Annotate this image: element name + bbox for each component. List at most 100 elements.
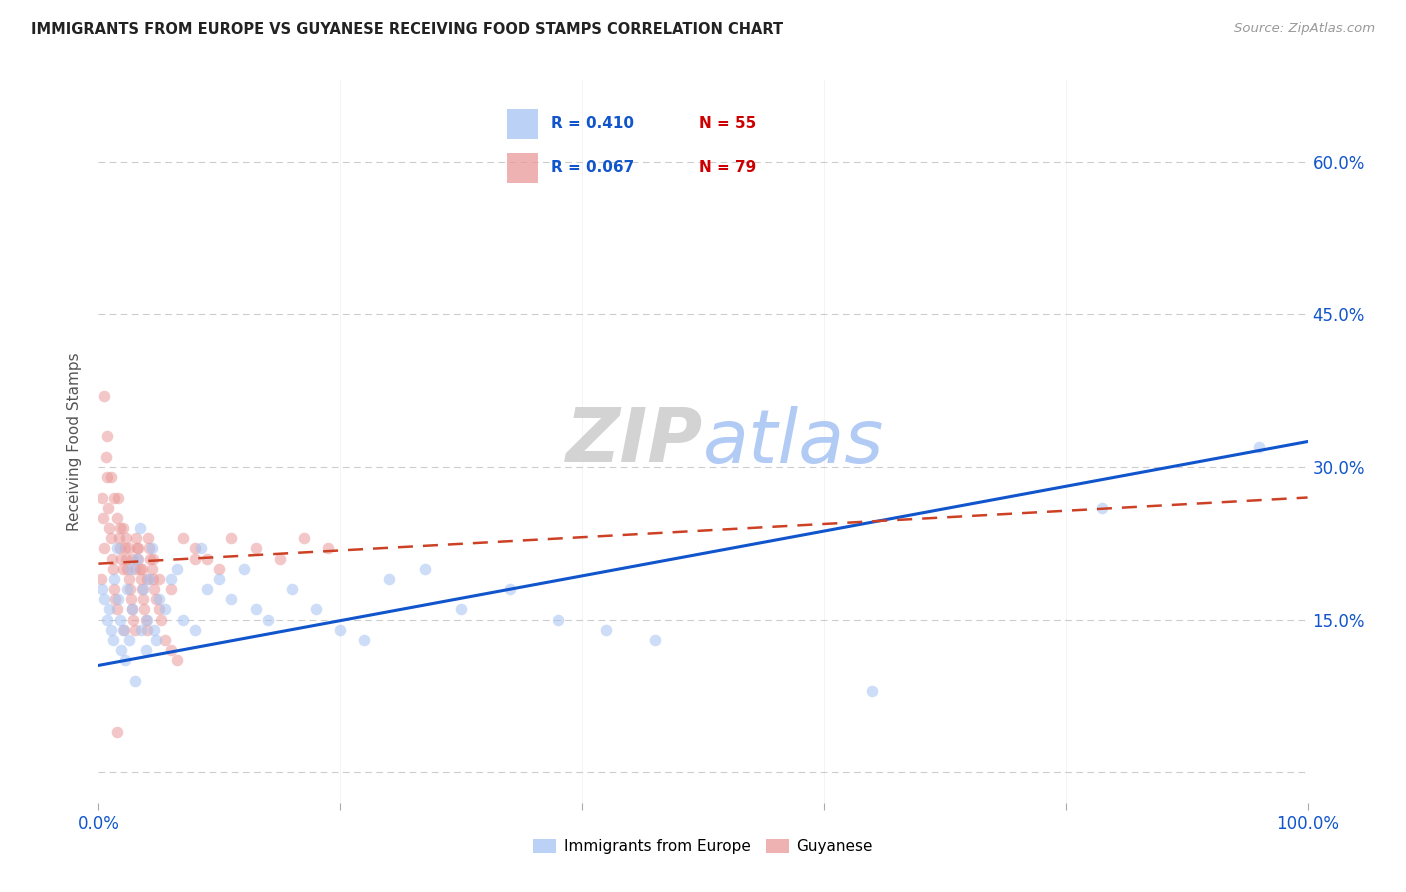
Point: [98, 602, 121, 616]
Point: [860, 684, 883, 698]
Point: [142, 551, 165, 566]
Text: Source: ZipAtlas.com: Source: ZipAtlas.com: [1234, 22, 1375, 36]
Point: [138, 541, 160, 556]
Point: [190, 541, 212, 556]
Point: [104, 592, 127, 607]
Point: [105, 602, 128, 616]
Point: [120, 592, 142, 607]
Point: [93, 541, 115, 556]
Point: [136, 531, 159, 545]
Point: [145, 592, 167, 607]
Point: [195, 582, 218, 596]
Y-axis label: Receiving Food Stamps: Receiving Food Stamps: [67, 352, 83, 531]
Point: [184, 623, 207, 637]
Point: [139, 551, 162, 566]
Point: [124, 673, 146, 688]
Point: [110, 551, 132, 566]
Point: [111, 521, 134, 535]
Point: [107, 491, 129, 505]
Point: [115, 531, 138, 545]
Point: [118, 541, 141, 556]
Point: [135, 623, 157, 637]
Point: [281, 582, 304, 596]
Point: [100, 531, 122, 545]
Point: [110, 643, 132, 657]
Point: [94, 450, 117, 464]
Point: [148, 602, 170, 616]
Point: [221, 592, 243, 607]
Point: [115, 551, 138, 566]
Point: [127, 541, 149, 556]
Point: [129, 623, 152, 637]
Point: [114, 653, 136, 667]
Point: [160, 582, 183, 596]
Point: [150, 613, 173, 627]
Point: [93, 389, 115, 403]
Point: [108, 521, 131, 535]
Point: [114, 541, 136, 556]
Point: [117, 562, 139, 576]
Point: [91, 491, 114, 505]
Point: [450, 602, 472, 616]
Point: [172, 531, 194, 545]
Point: [124, 562, 146, 576]
Point: [101, 562, 124, 576]
Point: [142, 572, 165, 586]
Point: [93, 592, 115, 607]
Point: [97, 500, 120, 515]
Point: [100, 623, 122, 637]
Point: [125, 531, 148, 545]
Point: [96, 429, 118, 443]
Point: [111, 562, 134, 576]
Point: [184, 541, 207, 556]
Point: [103, 572, 125, 586]
Legend: Immigrants from Europe, Guyanese: Immigrants from Europe, Guyanese: [527, 833, 879, 860]
Point: [166, 562, 188, 576]
Point: [124, 623, 146, 637]
Point: [353, 632, 375, 647]
Point: [112, 623, 135, 637]
Point: [105, 541, 128, 556]
Point: [96, 613, 118, 627]
Point: [127, 541, 149, 556]
Point: [153, 632, 176, 647]
Point: [221, 531, 243, 545]
Point: [105, 511, 128, 525]
Point: [245, 602, 267, 616]
Point: [1091, 500, 1114, 515]
Point: [108, 613, 131, 627]
Point: [121, 602, 143, 616]
Point: [141, 541, 163, 556]
Point: [111, 623, 134, 637]
Point: [595, 623, 617, 637]
Point: [160, 643, 183, 657]
Point: [256, 613, 278, 627]
Point: [329, 623, 352, 637]
Point: [184, 551, 207, 566]
Point: [143, 582, 166, 596]
Point: [141, 562, 163, 576]
Point: [305, 602, 328, 616]
Point: [91, 582, 114, 596]
Point: [134, 602, 156, 616]
Point: [1249, 440, 1271, 454]
Point: [292, 531, 315, 545]
Text: atlas: atlas: [703, 406, 884, 477]
Point: [413, 562, 436, 576]
Point: [105, 724, 128, 739]
Point: [172, 613, 194, 627]
Point: [118, 632, 141, 647]
Point: [98, 521, 121, 535]
Point: [160, 572, 183, 586]
Point: [108, 531, 131, 545]
Point: [118, 572, 141, 586]
Point: [120, 562, 142, 576]
Point: [145, 632, 167, 647]
Point: [128, 562, 150, 576]
Point: [644, 632, 666, 647]
Point: [208, 562, 231, 576]
Point: [131, 562, 153, 576]
Point: [269, 551, 291, 566]
Point: [100, 551, 122, 566]
Point: [121, 551, 143, 566]
